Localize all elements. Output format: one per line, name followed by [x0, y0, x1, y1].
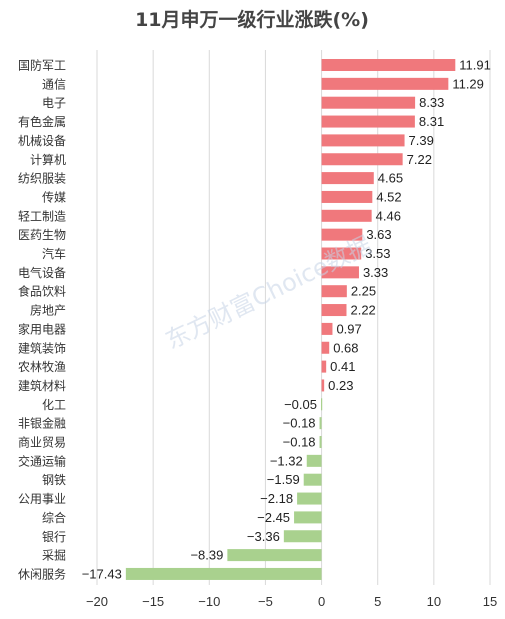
category-label: 建筑装饰: [18, 340, 66, 355]
category-label: 电子: [42, 96, 66, 110]
value-label: 0.23: [328, 378, 353, 393]
value-label: 8.33: [419, 95, 444, 110]
bar: [321, 59, 456, 71]
value-label: −0.18: [283, 416, 316, 431]
category-label: 化工: [42, 398, 66, 412]
category-label: 公用事业: [18, 492, 66, 506]
value-label: −1.32: [270, 453, 303, 468]
x-tick-label: 15: [483, 594, 497, 609]
bar: [321, 77, 449, 90]
bar: [321, 96, 416, 109]
bar: [294, 511, 322, 524]
value-label: 3.53: [365, 246, 390, 261]
category-label: 农林牧渔: [18, 360, 66, 374]
bars: [125, 59, 456, 580]
category-label: 汽车: [42, 246, 66, 261]
value-label: 4.65: [378, 171, 403, 186]
bar: [321, 322, 333, 335]
category-label: 采掘: [42, 548, 66, 563]
value-label: 4.52: [376, 189, 401, 204]
category-label: 机械设备: [18, 133, 66, 148]
value-label: 3.63: [366, 227, 391, 242]
bar: [321, 285, 347, 298]
bar: [321, 379, 325, 392]
bar: [321, 266, 359, 279]
bar: [227, 549, 322, 562]
value-label: 11.91: [459, 58, 491, 73]
bar: [321, 190, 373, 203]
category-label: 有色金属: [18, 114, 66, 129]
bar: [303, 473, 322, 486]
bar: [321, 247, 362, 260]
bar: [321, 209, 372, 222]
x-tick-label: −20: [86, 594, 108, 609]
bar: [321, 360, 327, 373]
bar: [321, 115, 415, 128]
category-label: 纺织服装: [18, 172, 66, 186]
category-label: 家用电器: [18, 321, 66, 336]
value-label: 11.29: [452, 76, 484, 91]
value-label: 0.41: [330, 359, 355, 374]
category-label: 食品饮料: [18, 284, 66, 299]
category-label: 休闲服务: [18, 566, 66, 581]
value-label: −17.43: [82, 566, 122, 581]
value-label: −0.05: [284, 397, 317, 412]
value-label: 2.22: [350, 303, 375, 318]
value-label: 4.46: [376, 208, 401, 223]
bar: [125, 567, 322, 580]
bar: [321, 341, 330, 354]
x-axis: −20 −15 −10 −5 0 5 10 15: [86, 594, 497, 609]
x-tick-label: 0: [318, 594, 325, 609]
category-label: 电气设备: [18, 265, 66, 280]
category-label: 医药生物: [18, 228, 66, 242]
category-label: 钢铁: [42, 473, 66, 487]
category-label: 传媒: [42, 189, 66, 204]
value-label: −0.18: [283, 435, 316, 450]
bar: [321, 398, 323, 411]
bar: [306, 454, 322, 467]
value-label: 7.39: [409, 133, 434, 148]
value-label: 0.97: [336, 321, 361, 336]
bar: [321, 134, 405, 147]
x-tick-label: 10: [427, 594, 441, 609]
value-label: 8.31: [419, 114, 444, 129]
category-label: 国防军工: [18, 58, 66, 73]
category-label: 银行: [42, 530, 66, 544]
value-label: 3.33: [363, 265, 388, 280]
x-tick-label: −15: [142, 594, 164, 609]
bar: [321, 172, 374, 185]
value-label: −2.45: [257, 510, 290, 525]
category-label: 交通运输: [18, 453, 66, 468]
bar: [319, 417, 322, 430]
value-label: 2.25: [351, 284, 376, 299]
bar: [321, 228, 363, 241]
category-label: 综合: [42, 510, 66, 525]
labels: 国防军工 11.91 通信 11.29 电子 8.33 有色金属 8.31 机械设备 7.39 计算…: [18, 58, 491, 582]
value-label: −3.36: [247, 529, 280, 544]
x-tick-label: 5: [374, 594, 381, 609]
x-tick-label: −10: [198, 594, 220, 609]
bar: [283, 530, 322, 543]
category-label: 建筑材料: [18, 378, 66, 393]
value-label: 7.22: [407, 152, 432, 167]
category-label: 房地产: [30, 303, 66, 318]
category-label: 商业贸易: [18, 435, 66, 450]
chart-title: 11月申万一级行业涨跌(%): [135, 8, 369, 31]
category-label: 通信: [42, 77, 66, 91]
grid-lines: [96, 50, 491, 585]
bar: [321, 304, 347, 317]
value-label: −1.59: [267, 472, 300, 487]
category-label: 轻工制造: [18, 209, 66, 223]
value-label: −8.39: [190, 548, 223, 563]
category-label: 非银金融: [18, 416, 66, 431]
value-label: 0.68: [333, 340, 358, 355]
bar: [297, 492, 322, 505]
bar: [319, 436, 322, 448]
x-tick-label: −5: [258, 594, 273, 609]
bar: [321, 153, 403, 166]
category-label: 计算机: [30, 152, 66, 167]
value-label: −2.18: [260, 491, 293, 506]
